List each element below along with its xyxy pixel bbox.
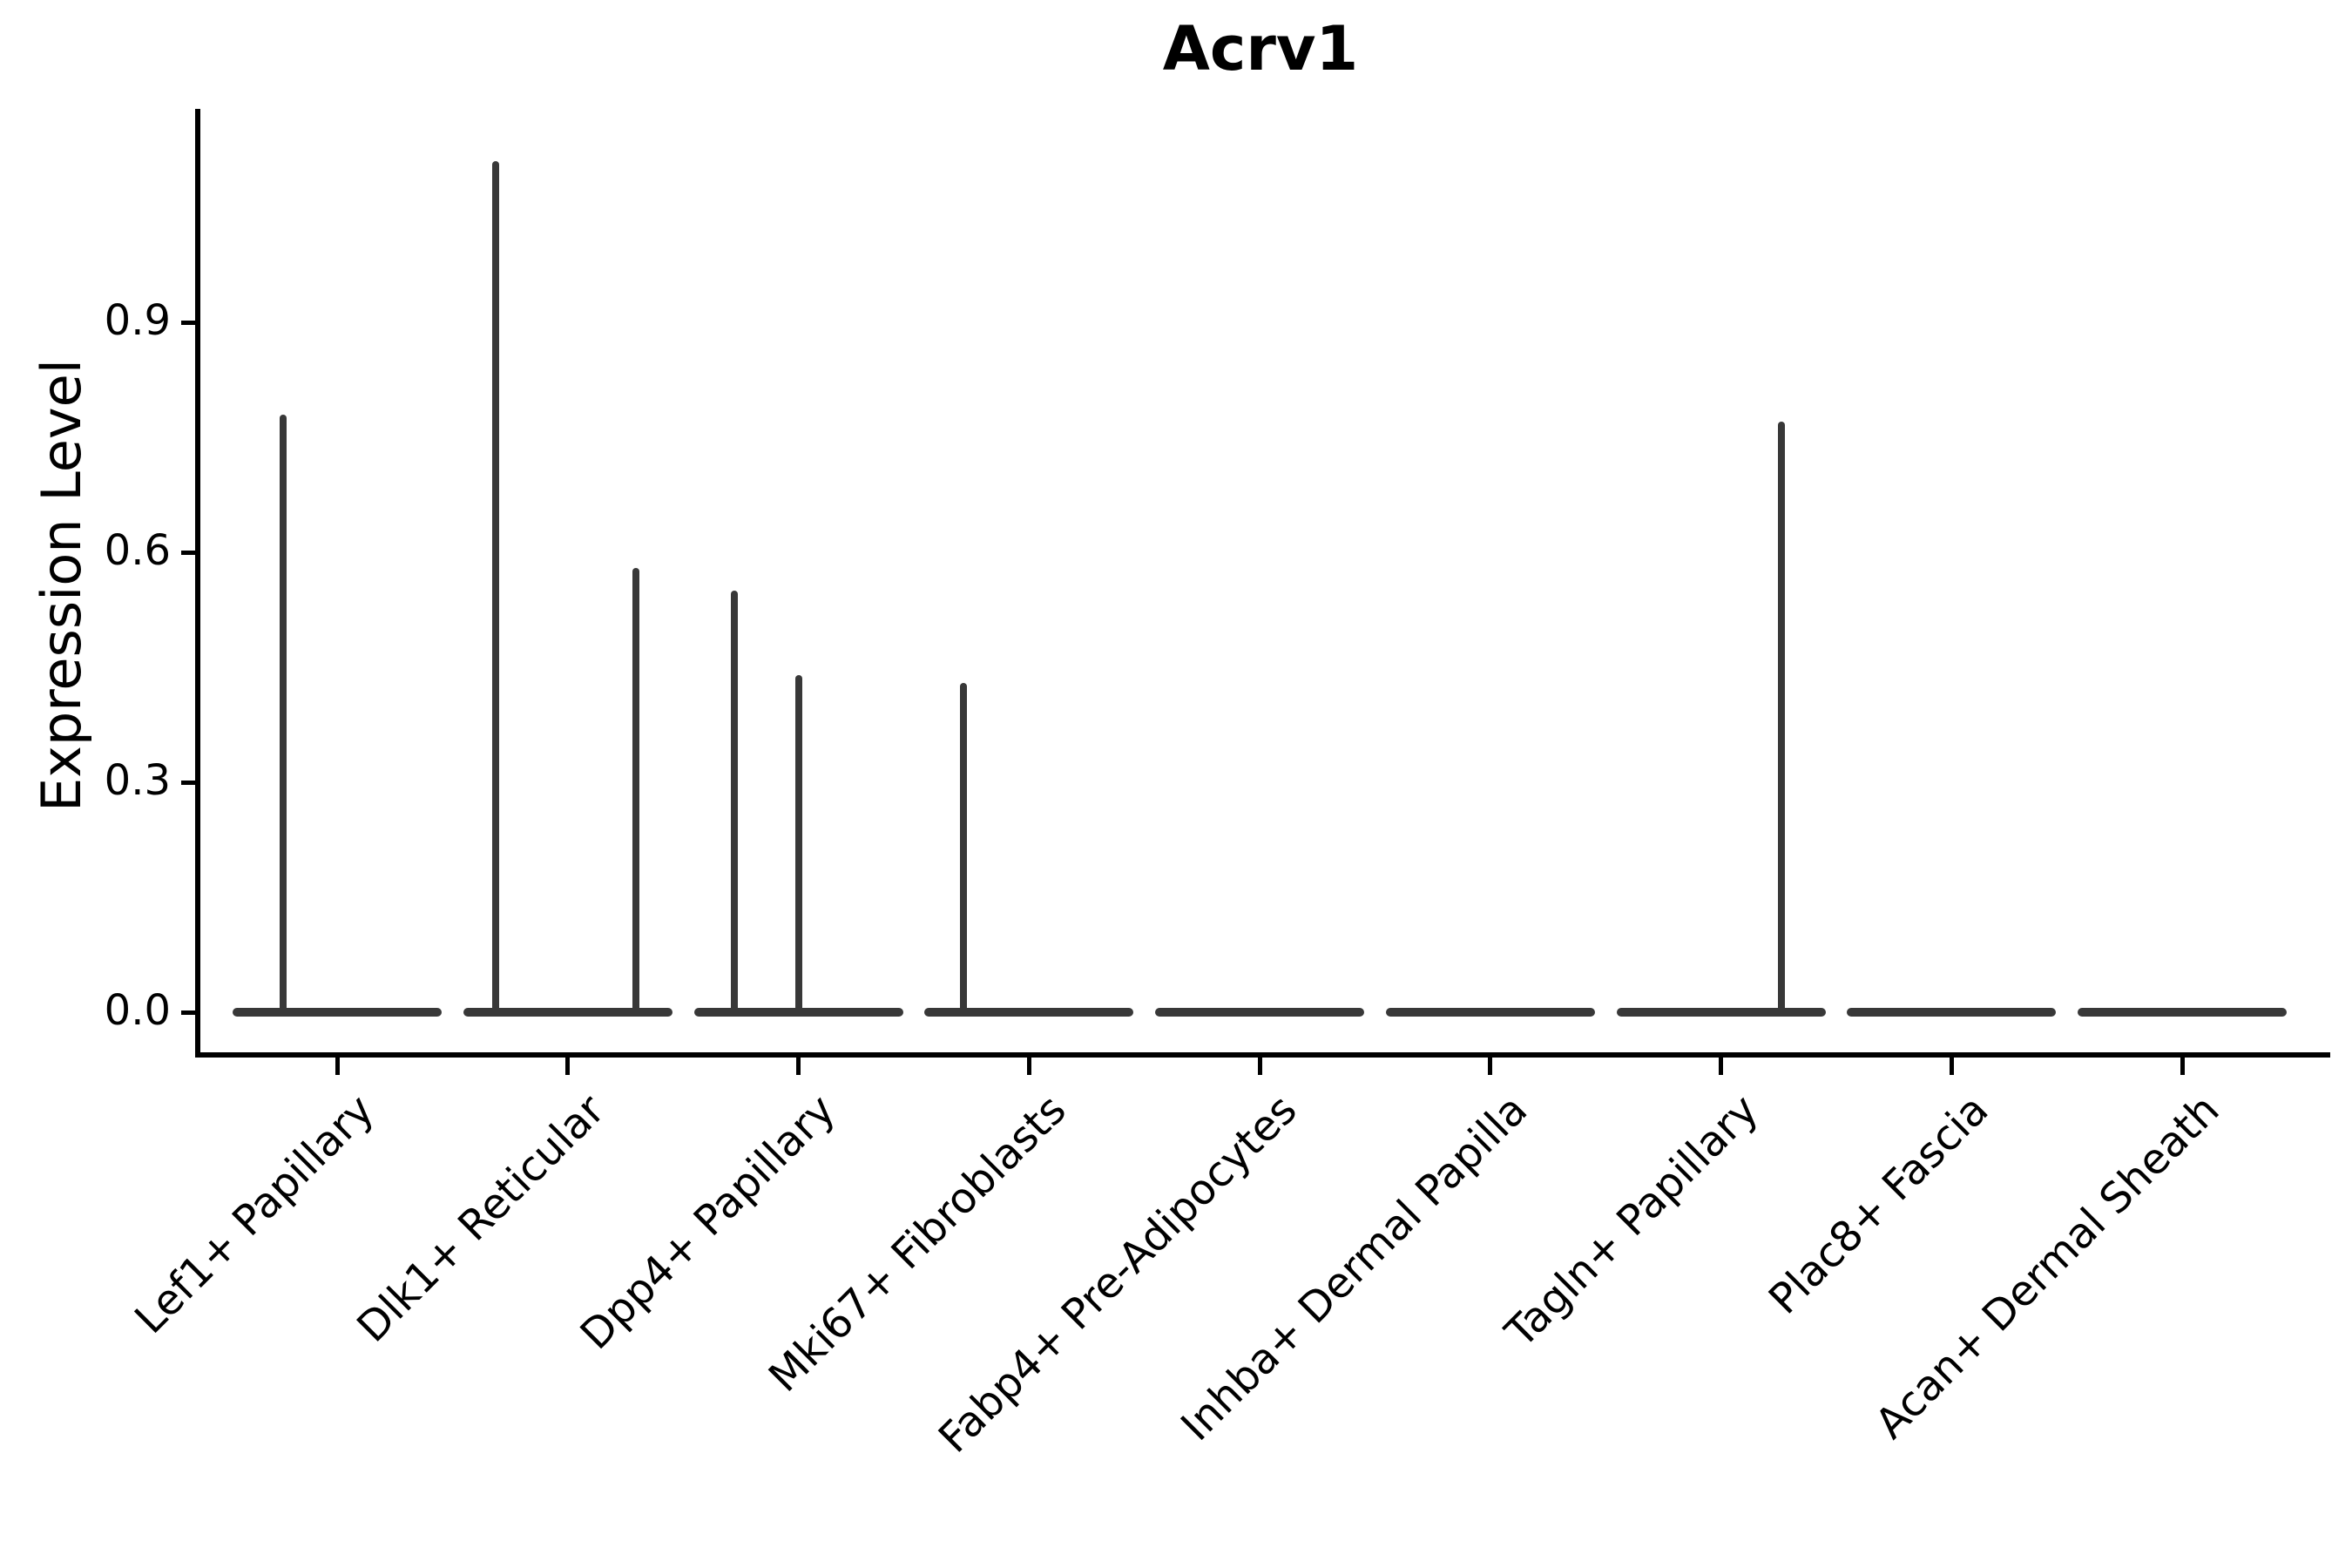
y-tick-mark — [181, 780, 195, 785]
violin-baseline — [463, 1008, 672, 1017]
y-axis-spine — [195, 109, 200, 1058]
violin-baseline — [924, 1008, 1134, 1017]
x-tick-mark — [1257, 1058, 1262, 1075]
y-tick-label: 0.0 — [104, 985, 171, 1035]
violin-spike — [1778, 422, 1786, 1017]
violin-baseline — [233, 1008, 442, 1017]
y-tick-label: 0.3 — [104, 755, 171, 805]
violin-spike — [632, 567, 639, 1017]
x-tick-mark — [2180, 1058, 2185, 1075]
y-tick-mark — [181, 550, 195, 555]
x-tick-mark — [335, 1058, 340, 1075]
x-tick-mark — [1488, 1058, 1493, 1075]
violin-baseline — [1616, 1008, 1826, 1017]
violin-spike — [960, 682, 968, 1017]
x-tick-mark — [1026, 1058, 1031, 1075]
y-axis-label: Expression Level — [30, 359, 93, 812]
x-tick-mark — [565, 1058, 571, 1075]
plot-title: Acrv1 — [1162, 13, 1359, 84]
violin-baseline — [1385, 1008, 1595, 1017]
violin-spike — [794, 674, 802, 1017]
violin-baseline — [1847, 1008, 2057, 1017]
y-tick-mark — [181, 1010, 195, 1015]
y-tick-label: 0.6 — [104, 525, 171, 575]
x-category-label: Plac8+ Fascia — [1760, 1085, 1998, 1324]
x-category-label: Lef1+ Papillary — [125, 1085, 384, 1343]
violin-spike — [491, 161, 499, 1017]
x-tick-mark — [1719, 1058, 1723, 1075]
x-axis-spine — [195, 1052, 2330, 1058]
y-tick-mark — [181, 320, 195, 325]
violin-spike — [730, 591, 738, 1017]
x-tick-mark — [796, 1058, 801, 1075]
violin-baseline — [2078, 1008, 2287, 1017]
x-category-label: Tagln+ Papillary — [1496, 1085, 1768, 1357]
x-tick-mark — [1949, 1058, 1954, 1075]
x-category-label: Dlk1+ Reticular — [348, 1085, 615, 1352]
violin-spike — [280, 414, 287, 1017]
violin-baseline — [1155, 1008, 1364, 1017]
y-tick-label: 0.9 — [104, 295, 171, 345]
x-category-label: Dpp4+ Papillary — [571, 1085, 846, 1360]
